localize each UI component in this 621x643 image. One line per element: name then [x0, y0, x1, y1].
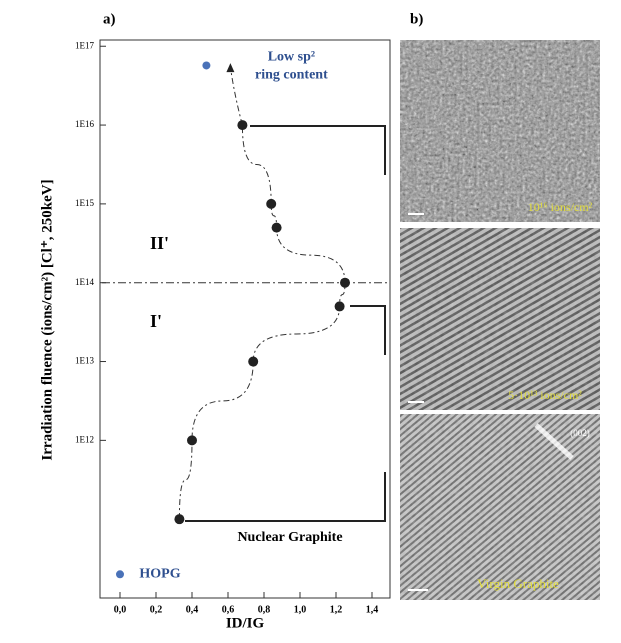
annotation-point: [116, 570, 124, 579]
x-tick-label: 1,4: [366, 604, 379, 615]
curve-label: Nuclear Graphite: [237, 530, 342, 545]
data-point: [271, 222, 282, 233]
trend-arrow: [229, 66, 243, 126]
x-tick-label: 0,4: [186, 604, 199, 615]
data-point: [266, 198, 277, 209]
y-axis-label: Irradiation fluence (ions/cm²) [Cl⁺, 250…: [39, 179, 55, 460]
brackets: [185, 125, 386, 522]
x-tick-label: 0,8: [258, 604, 271, 615]
data-point: [340, 277, 350, 288]
image-label: 5·10¹³ ions/cm²: [508, 388, 582, 402]
data-point: [248, 356, 259, 367]
image-note: (002): [570, 428, 590, 438]
x-tick-label: 1,2: [330, 604, 343, 615]
region-label: I': [150, 311, 162, 331]
arrow-head: [226, 63, 235, 73]
x-tick-label: 0,0: [114, 604, 127, 615]
plot-frame: [99, 39, 391, 599]
y-tick-label: 1E13: [75, 356, 94, 366]
trend-curve: [178, 125, 346, 520]
x-tick-label: 0,2: [150, 604, 163, 615]
tem-images: 10¹⁶ ions/cm² 5·10¹³ ions/cm² Virgin Gra…: [400, 40, 600, 600]
image-label: 10¹⁶ ions/cm²: [528, 200, 593, 214]
annotation-label: ring content: [255, 68, 328, 83]
image-label: Virgin Graphite: [477, 576, 559, 591]
region-label: II': [150, 233, 169, 253]
x-tick-label: 1,0: [294, 604, 307, 615]
y-tick-label: 1E16: [75, 119, 94, 129]
annotation-point: [202, 61, 211, 70]
annotation-label: HOPG: [139, 566, 180, 581]
x-axis-label: ID/IG: [226, 615, 265, 631]
y-tick-label: 1E15: [75, 198, 94, 208]
panel-label: b): [410, 11, 423, 27]
annotation-label: Low sp²: [268, 50, 315, 65]
x-tick-label: 0,6: [222, 604, 235, 615]
data-point: [334, 301, 345, 312]
panel-label: a): [103, 11, 116, 27]
data-point: [174, 514, 185, 525]
tem-image: [400, 40, 600, 222]
y-tick-label: 1E12: [75, 434, 94, 444]
y-tick-label: 1E14: [75, 277, 94, 287]
direction-marker: [534, 423, 574, 460]
data-point: [237, 120, 248, 131]
tem-image: [400, 228, 600, 410]
data-point: [187, 435, 197, 446]
y-tick-label: 1E17: [75, 40, 94, 50]
tem-image: [400, 414, 600, 600]
